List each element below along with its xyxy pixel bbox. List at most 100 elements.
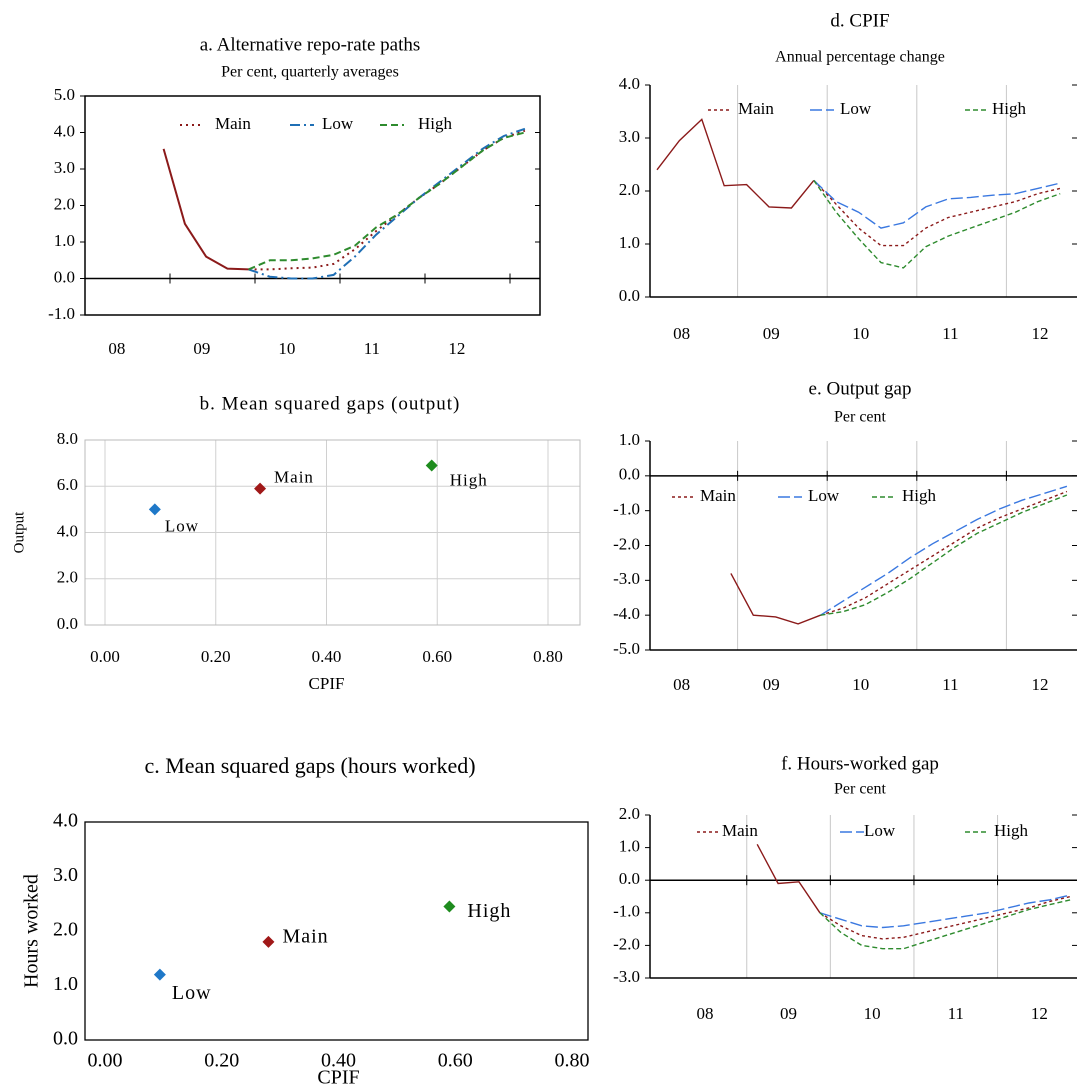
legend-label: Main — [722, 821, 758, 840]
y-tick-label: -2.0 — [613, 534, 640, 553]
point-label: Low — [172, 982, 212, 1004]
y-tick-label: 0.0 — [619, 465, 640, 484]
legend-label: Low — [840, 99, 872, 118]
panel-title: f. Hours-worked gap — [781, 753, 939, 774]
panel: c. Mean squared gaps (hours worked) 0.0 1.… — [21, 753, 590, 1086]
y-tick-label: -5.0 — [613, 639, 640, 658]
panel-subtitle: Per cent — [834, 781, 887, 798]
y-tick-label: 1.0 — [54, 231, 75, 250]
panel: f. Hours-worked gap Per cent -3.0 -2.0 -1.0 0… — [613, 753, 1077, 1023]
y-tick-label: -3.0 — [613, 569, 640, 588]
y-tick-label: 0.0 — [54, 267, 75, 286]
x-tick-label: 09 — [763, 324, 780, 343]
y-tick-label: -3.0 — [613, 967, 640, 986]
y-tick-label: 2.0 — [619, 180, 640, 199]
x-tick-label: 0.60 — [422, 647, 452, 666]
x-tick-label: 0.20 — [201, 647, 231, 666]
series-line — [813, 179, 1061, 269]
x-tick-label: 12 — [448, 339, 465, 358]
x-tick-label: 08 — [673, 324, 690, 343]
x-tick-label: 0.80 — [555, 1050, 590, 1072]
y-axis-label: Output — [11, 511, 27, 554]
y-tick-label: 0.0 — [53, 1028, 78, 1050]
panel-title: d. CPIF — [830, 10, 889, 31]
y-tick-label: 4.0 — [619, 74, 640, 93]
x-tick-label: 0.00 — [90, 647, 120, 666]
y-tick-label: 2.0 — [53, 919, 78, 941]
x-tick-label: 09 — [780, 1004, 797, 1023]
panel: e. Output gap Per cent -5.0 -4.0 -3.0 -2.0 -1.… — [613, 378, 1077, 694]
legend-label: High — [994, 821, 1029, 840]
y-tick-label: 8.0 — [57, 429, 78, 448]
x-axis-label: CPIF — [309, 674, 345, 693]
x-tick-label: 09 — [193, 339, 210, 358]
x-tick-label: 0.80 — [533, 647, 563, 666]
series-line-outcome — [756, 843, 821, 914]
legend-label: Low — [864, 821, 896, 840]
series-line-outcome — [656, 118, 815, 209]
panel-title: c. Mean squared gaps (hours worked) — [144, 753, 475, 778]
y-tick-label: 0.0 — [57, 614, 78, 633]
x-tick-label: 11 — [942, 324, 958, 343]
point-label: High — [450, 470, 488, 489]
series-line-outcome — [730, 573, 821, 625]
x-tick-label: 10 — [852, 324, 869, 343]
y-tick-label: -4.0 — [613, 604, 640, 623]
y-tick-label: 1.0 — [619, 233, 640, 252]
x-tick-label: 10 — [864, 1004, 881, 1023]
y-tick-label: 1.0 — [619, 837, 640, 856]
x-tick-label: 10 — [278, 339, 295, 358]
series-line — [248, 131, 526, 271]
point-label: High — [467, 900, 511, 922]
y-tick-label: 3.0 — [54, 158, 75, 177]
panel-title: b. Mean squared gaps (output) — [200, 393, 461, 414]
x-tick-label: 12 — [1031, 1004, 1048, 1023]
x-axis-label: CPIF — [317, 1067, 359, 1086]
y-tick-label: 4.0 — [53, 810, 78, 832]
x-tick-label: 0.20 — [204, 1050, 239, 1072]
x-tick-label: 08 — [108, 339, 125, 358]
y-tick-label: -1.0 — [613, 500, 640, 519]
panel-title: e. Output gap — [809, 378, 912, 399]
series-line — [820, 494, 1068, 616]
panel: d. CPIF Annual percentage change 0.0 1.0 2.0… — [619, 10, 1077, 343]
point — [153, 968, 166, 981]
x-tick-label: 0.40 — [321, 1050, 356, 1072]
legend-label: Main — [738, 99, 774, 118]
panel: b. Mean squared gaps (output) 0.0 2.0 4.0 6.… — [11, 393, 581, 693]
series-line — [813, 179, 1061, 229]
x-tick-label: 08 — [673, 675, 690, 694]
point — [254, 482, 267, 495]
y-tick-label: 4.0 — [54, 121, 75, 140]
y-tick-label: 2.0 — [54, 194, 75, 213]
y-axis-label: Hours worked — [21, 874, 43, 988]
x-tick-label: 12 — [1032, 675, 1049, 694]
plot-frame — [84, 95, 541, 316]
y-tick-label: 3.0 — [53, 864, 78, 886]
y-tick-label: -1.0 — [613, 902, 640, 921]
point — [443, 900, 456, 913]
panel: a. Alternative repo-rate paths Per cent, … — [48, 34, 541, 358]
panel-title: a. Alternative repo-rate paths — [200, 34, 421, 55]
y-tick-label: 5.0 — [54, 85, 75, 104]
panel-subtitle: Per cent, quarterly averages — [221, 64, 399, 81]
series-line — [813, 179, 1061, 247]
series-line-outcome — [162, 148, 249, 271]
x-tick-label: 11 — [364, 339, 380, 358]
y-tick-label: 1.0 — [619, 430, 640, 449]
point-label: Main — [282, 925, 328, 947]
y-tick-label: -1.0 — [48, 304, 75, 323]
y-tick-label: 4.0 — [57, 521, 78, 540]
x-tick-label: 10 — [852, 675, 869, 694]
series-line — [819, 895, 1071, 940]
x-tick-label: 09 — [763, 675, 780, 694]
y-tick-label: 2.0 — [619, 804, 640, 823]
legend-label: Main — [215, 114, 251, 133]
x-tick-label: 08 — [696, 1004, 713, 1023]
legend-label: Low — [808, 486, 840, 505]
x-tick-label: 0.40 — [312, 647, 342, 666]
x-tick-label: 0.00 — [88, 1050, 123, 1072]
x-tick-label: 12 — [1032, 324, 1049, 343]
legend-label: High — [992, 99, 1027, 118]
